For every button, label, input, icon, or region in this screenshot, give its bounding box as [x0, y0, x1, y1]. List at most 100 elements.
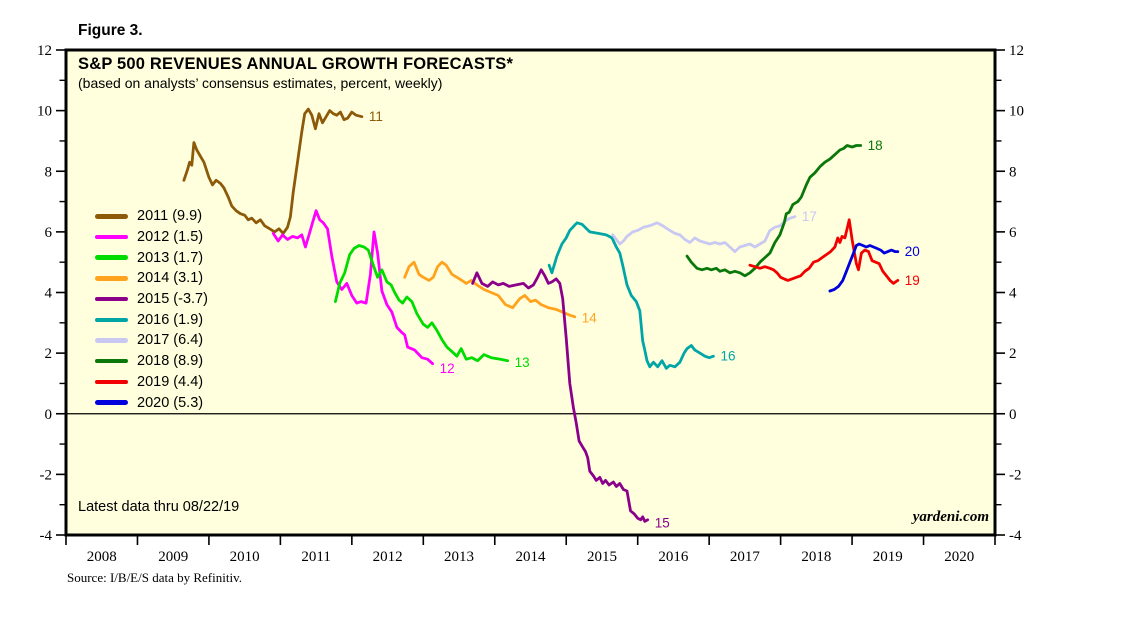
series-2014: 14 — [403, 260, 598, 325]
legend-swatch-2014 — [95, 276, 128, 281]
y-tick-label-right: 8 — [1009, 164, 1017, 180]
x-tick-label: 2014 — [516, 549, 547, 565]
legend-item-2014: 2014 (3.1) — [95, 268, 208, 289]
legend-swatch-2020 — [95, 400, 128, 405]
series-2017-end-label: 17 — [802, 209, 817, 224]
y-tick-label-left: 12 — [37, 43, 52, 59]
series-2017-line — [611, 215, 797, 254]
legend-item-2013: 2013 (1.7) — [95, 247, 208, 268]
series-2013-line — [333, 244, 510, 363]
legend-swatch-2013 — [95, 255, 128, 260]
legend-item-2016: 2016 (1.9) — [95, 309, 208, 330]
plot-area — [64, 48, 997, 537]
chart-title: S&P 500 REVENUES ANNUAL GROWTH FORECASTS… — [78, 55, 514, 73]
series-2014-line — [403, 260, 577, 319]
series-2020-end-label: 20 — [905, 244, 920, 259]
x-tick-label: 2019 — [873, 549, 903, 565]
source-note: Source: I/B/E/S data by Refinitiv. — [67, 570, 242, 585]
series-2016: 16 — [547, 221, 735, 370]
legend-swatch-2017 — [95, 338, 128, 343]
legend-label-2013: 2013 (1.7) — [137, 249, 204, 266]
legend-label-2014: 2014 (3.1) — [137, 270, 204, 287]
series-2013-end-label: 13 — [515, 355, 530, 370]
y-tick-label-left: 8 — [45, 164, 53, 180]
series-2018-end-label: 18 — [868, 138, 883, 153]
series-2013: 13 — [333, 244, 530, 370]
y-tick-label-left: 4 — [45, 286, 53, 302]
y-tick-label-right: 2 — [1009, 346, 1017, 362]
series-2016-end-label: 16 — [720, 349, 735, 364]
legend-label-2020: 2020 (5.3) — [137, 394, 204, 411]
x-axis: 2008 2009 2010 2011 2012 2013 2014 2015 2016 2017… — [65, 536, 996, 565]
legend-label-2018: 2018 (8.9) — [137, 353, 204, 370]
legend-swatch-2016 — [95, 317, 128, 323]
x-tick-label: 2012 — [373, 549, 403, 565]
series-2015-line — [471, 268, 650, 523]
legend-swatch-2019 — [95, 379, 128, 385]
y-tick-label-right: -2 — [1009, 467, 1022, 483]
series-2011: 11 — [182, 107, 383, 235]
legend-item-2015: 2015 (-3.7) — [95, 289, 208, 310]
x-tick-label: 2013 — [444, 549, 474, 565]
figure-label: Figure 3. — [78, 22, 143, 39]
y-tick-label-right: 10 — [1009, 104, 1024, 120]
y-tick-label-right: -4 — [1009, 528, 1022, 544]
y-tick-label-right: 0 — [1009, 407, 1017, 423]
x-tick-label: 2018 — [801, 549, 831, 565]
series-2014-end-label: 14 — [582, 310, 598, 325]
y-tick-label-right: 12 — [1009, 43, 1024, 59]
legend-label-2015: 2015 (-3.7) — [137, 291, 208, 308]
legend-swatch-2015 — [95, 296, 128, 302]
y-tick-label-left: -2 — [40, 467, 53, 483]
x-tick-label: 2008 — [87, 549, 117, 565]
legend-label-2016: 2016 (1.9) — [137, 311, 204, 328]
series-2019-end-label: 19 — [905, 273, 920, 288]
x-tick-label: 2016 — [658, 549, 689, 565]
series-2015: 15 — [471, 268, 670, 530]
series-2020-line — [828, 242, 900, 293]
legend-item-2020: 2020 (5.3) — [95, 392, 208, 413]
series-2012: 12 — [271, 209, 455, 376]
latest-data-note: Latest data thru 08/22/19 — [78, 499, 240, 515]
series-2011-end-label: 11 — [369, 109, 383, 124]
legend-item-2018: 2018 (8.9) — [95, 351, 208, 372]
series-2012-line — [271, 209, 435, 366]
x-tick-label: 2011 — [301, 549, 330, 565]
legend: 2011 (9.9) 2012 (1.5) 2013 (1.7) 2014 (3.1)… — [95, 206, 208, 413]
y-tick-label-left: -4 — [40, 528, 53, 544]
series-2020: 20 — [828, 242, 920, 293]
series-2019-line — [748, 218, 900, 285]
series-2017: 17 — [611, 209, 817, 254]
legend-item-2012: 2012 (1.5) — [95, 227, 208, 248]
x-tick-label: 2017 — [730, 549, 761, 565]
x-tick-label: 2015 — [587, 549, 617, 565]
y-tick-label-left: 6 — [45, 225, 53, 241]
legend-label-2019: 2019 (4.4) — [137, 373, 204, 390]
legend-label-2012: 2012 (1.5) — [137, 229, 204, 246]
x-tick-label: 2010 — [230, 549, 260, 565]
x-tick-label: 2020 — [944, 549, 974, 565]
chart-subtitle: (based on analysts’ consensus estimates,… — [78, 75, 443, 91]
legend-swatch-2011 — [95, 214, 128, 219]
legend-swatch-2012 — [95, 234, 128, 240]
y-tick-label-left: 2 — [45, 346, 53, 362]
series-2018-line — [685, 144, 863, 278]
watermark-yardeni: yardeni.com — [912, 509, 989, 525]
y-tick-label-right: 6 — [1009, 225, 1017, 241]
y-tick-label-right: 4 — [1009, 286, 1017, 302]
series-2019: 19 — [748, 218, 920, 288]
series-2016-line — [547, 221, 715, 370]
series-2015-end-label: 15 — [655, 515, 670, 530]
legend-item-2017: 2017 (6.4) — [95, 330, 208, 351]
series-2018: 18 — [685, 138, 883, 278]
y-axis: -4 -4 -2 -2 0 0 2 2 4 4 6 6 8 8 10 10 12 12 — [37, 43, 1024, 544]
legend-item-2019: 2019 (4.4) — [95, 372, 208, 393]
series-2011-line — [182, 107, 364, 235]
legend-swatch-2018 — [95, 358, 128, 364]
legend-label-2017: 2017 (6.4) — [137, 332, 204, 349]
legend-item-2011: 2011 (9.9) — [95, 206, 208, 227]
legend-label-2011: 2011 (9.9) — [137, 208, 203, 225]
x-tick-label: 2009 — [158, 549, 188, 565]
